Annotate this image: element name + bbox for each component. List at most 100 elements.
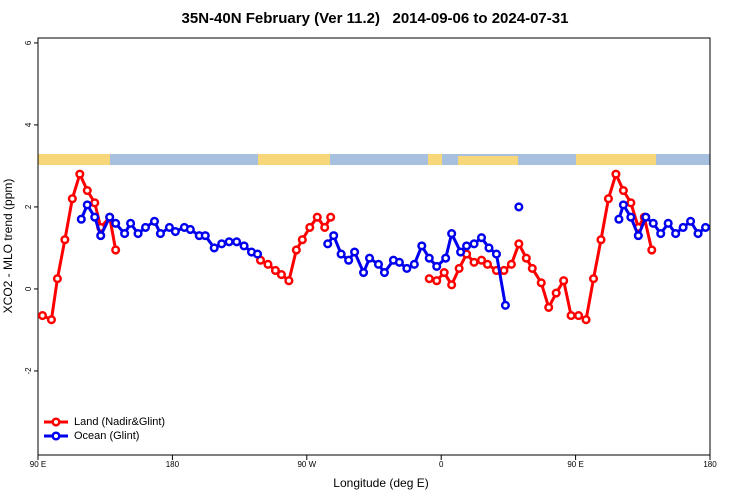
point: [454, 263, 464, 273]
point: [402, 263, 412, 273]
point: [140, 222, 151, 232]
point: [364, 253, 375, 263]
x-tick-label: 180: [703, 460, 717, 469]
y-tick-label: -2: [24, 367, 33, 375]
y-tick-label: 6: [24, 40, 33, 45]
point: [678, 222, 688, 232]
y-tick-label: 4: [24, 122, 33, 127]
point: [544, 302, 554, 312]
point: [432, 261, 442, 271]
point: [120, 229, 130, 239]
point: [270, 265, 280, 276]
point: [252, 249, 263, 259]
legend-marker: [51, 431, 61, 441]
point: [603, 194, 614, 204]
point: [409, 259, 419, 269]
point: [200, 231, 210, 241]
point: [641, 212, 651, 222]
point: [323, 239, 333, 249]
point: [111, 218, 121, 228]
series-line: [79, 203, 707, 306]
point: [633, 231, 643, 241]
point: [499, 265, 509, 276]
point: [344, 255, 354, 265]
point: [614, 214, 624, 224]
point: [491, 249, 502, 259]
point: [476, 233, 487, 243]
x-tick-label: 0: [439, 460, 444, 469]
point: [60, 235, 70, 245]
point: [297, 235, 307, 245]
point: [82, 200, 92, 210]
point: [700, 222, 711, 232]
point: [693, 229, 703, 239]
point: [358, 267, 369, 278]
land-sea-strip: [38, 154, 710, 165]
point: [432, 276, 442, 286]
point: [648, 218, 658, 228]
point: [111, 245, 121, 255]
point: [96, 231, 106, 241]
legend-label: Land (Nadir&Glint): [74, 416, 165, 428]
x-axis-label: Longitude (deg E): [333, 476, 428, 490]
point: [574, 311, 584, 321]
point: [90, 198, 100, 208]
point: [75, 169, 85, 179]
point: [379, 267, 390, 278]
point: [417, 241, 427, 251]
point: [126, 218, 136, 228]
point: [656, 229, 666, 239]
point: [373, 259, 384, 269]
point: [551, 288, 561, 298]
point: [305, 222, 315, 232]
y-tick-label: 0: [24, 286, 33, 291]
point: [447, 229, 457, 239]
point: [559, 276, 569, 286]
point: [263, 259, 273, 269]
point: [514, 202, 524, 212]
point: [476, 255, 487, 265]
plot-frame: [37, 37, 711, 456]
point: [647, 245, 657, 255]
point: [671, 229, 681, 239]
point: [456, 247, 466, 257]
point: [447, 280, 457, 290]
series-line: [41, 172, 654, 322]
point: [291, 245, 301, 255]
chart-title: 35N-40N February (Ver 11.2) 2014-09-06 t…: [182, 10, 569, 27]
point: [581, 315, 591, 325]
point: [500, 300, 510, 310]
point: [611, 169, 621, 179]
legend-marker: [51, 417, 61, 427]
point: [320, 222, 330, 232]
point: [46, 315, 56, 325]
point: [514, 239, 524, 249]
point: [239, 241, 249, 251]
point: [686, 216, 696, 226]
point: [105, 212, 115, 222]
point: [209, 243, 219, 253]
x-tick-label: 90 E: [30, 460, 46, 469]
y-axis-label: XCO2 - MLO trend (ppm): [1, 179, 15, 314]
point: [232, 237, 242, 247]
point: [424, 253, 434, 263]
point: [626, 212, 636, 222]
point: [588, 274, 599, 284]
point: [185, 224, 195, 235]
point: [336, 249, 346, 259]
x-tick-label: 180: [166, 460, 180, 469]
x-tick-label: 90 W: [297, 460, 316, 469]
point: [155, 229, 166, 239]
point: [596, 235, 606, 245]
point: [618, 185, 628, 196]
legend-label: Ocean (Glint): [74, 430, 139, 442]
point: [82, 185, 92, 196]
point: [284, 276, 294, 286]
point: [482, 259, 493, 269]
point: [521, 253, 531, 263]
point: [663, 218, 673, 228]
point: [76, 214, 86, 224]
point: [170, 226, 180, 237]
point: [52, 274, 62, 284]
